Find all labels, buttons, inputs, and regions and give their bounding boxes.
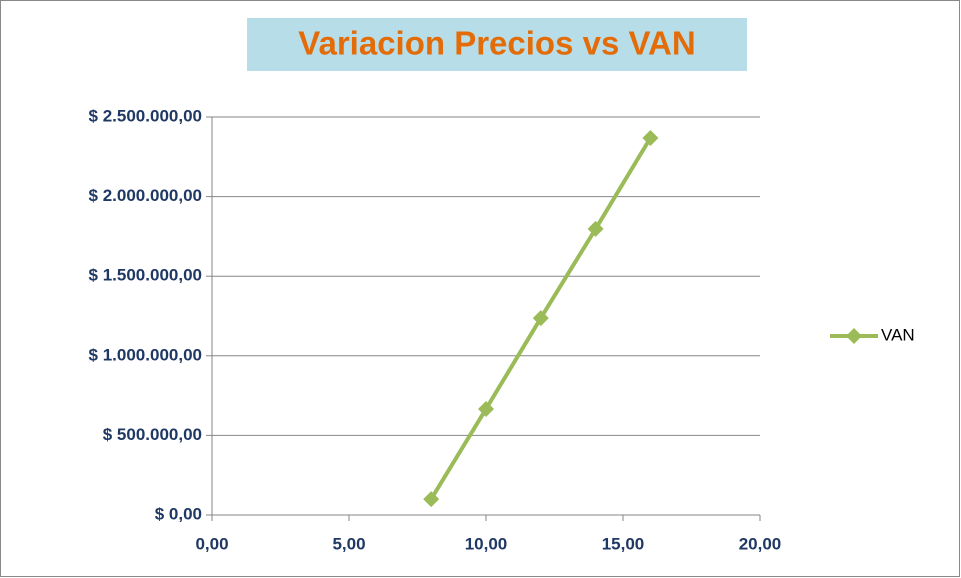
x-tick-label: 15,00: [602, 534, 645, 553]
legend-marker: [846, 328, 862, 344]
x-tick-label: 20,00: [739, 534, 782, 553]
chart-title: Variacion Precios vs VAN: [298, 25, 695, 62]
marker: [478, 400, 494, 417]
legend-label: VAN: [881, 325, 915, 344]
marker: [423, 491, 440, 508]
y-tick-label: $ 500.000,00: [103, 425, 202, 444]
marker: [532, 310, 549, 327]
x-tick-label: 5,00: [332, 534, 365, 553]
marker: [587, 220, 604, 237]
x-tick-label: 0,00: [195, 534, 228, 553]
title-box: [247, 18, 747, 71]
x-tick-label: 10,00: [465, 534, 508, 553]
y-tick-label: $ 0,00: [155, 504, 202, 523]
y-tick-label: $ 2.000.000,00: [89, 186, 202, 205]
y-tick-label: $ 1.500.000,00: [89, 266, 202, 285]
y-tick-label: $ 1.000.000,00: [89, 345, 202, 364]
marker: [642, 130, 659, 147]
y-tick-label: $ 2.500.000,00: [89, 106, 202, 125]
